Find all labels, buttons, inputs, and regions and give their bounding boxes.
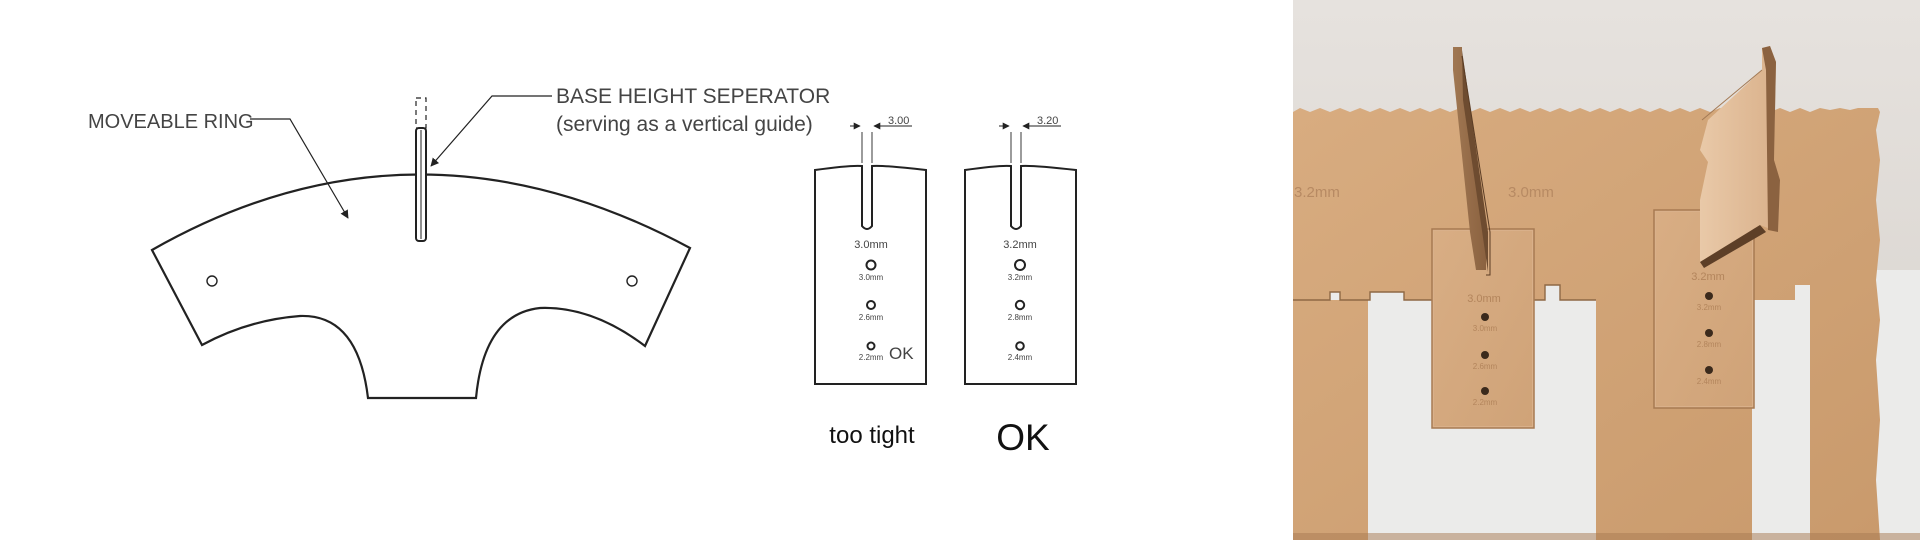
- gauge-left-hole-1: [865, 259, 877, 271]
- photo-right-piece-hole-1-label: 3.2mm: [1697, 303, 1722, 312]
- gauge-left-outline: [814, 164, 927, 385]
- photo-left-piece-hole-3-label: 2.2mm: [1473, 398, 1498, 407]
- moveable-ring-label: MOVEABLE RING: [88, 111, 254, 133]
- gauge-right-hole-1-label: 3.2mm: [1008, 273, 1033, 282]
- gauge-right-hole-2: [1014, 299, 1026, 311]
- photo-left-piece-slot-label: 3.0mm: [1467, 293, 1501, 305]
- gauge-left-hole-3-label: 2.2mm: [859, 353, 884, 362]
- gauge-right: 3.20 3.2mm 3.2mm 2.8mm 2.4mm OK: [964, 115, 1077, 458]
- moveable-ring-leader: [250, 118, 349, 219]
- gauge-left-hole-note: OK: [889, 344, 914, 363]
- photo-left-piece-hole-1-label: 3.0mm: [1473, 324, 1498, 333]
- gauge-left-caption: too tight: [829, 422, 915, 449]
- gauge-right-hole-3-label: 2.4mm: [1008, 353, 1033, 362]
- separator-title: BASE HEIGHT SEPERATOR: [556, 85, 830, 108]
- gauge-right-outline: [964, 164, 1077, 385]
- moveable-ring-drawing: MOVEABLE RING BASE HEIGHT SEPERATOR (ser…: [88, 85, 830, 400]
- moveable-ring-outline: [150, 173, 692, 400]
- gauge-right-dimension: 3.20: [1037, 115, 1058, 127]
- gauge-right-slot-label: 3.2mm: [1003, 239, 1037, 251]
- gauge-left-slot-label: 3.0mm: [854, 239, 888, 251]
- gauge-left-hole-2: [866, 300, 876, 310]
- base-height-separator: [415, 97, 427, 242]
- photo-right-piece-hole-2-label: 2.8mm: [1697, 340, 1722, 349]
- photo-left-separator-plate: [1453, 47, 1491, 276]
- ring-mount-hole-left: [206, 275, 218, 287]
- separator-subtitle: (serving as a vertical guide): [556, 113, 813, 136]
- ring-mount-hole-right: [626, 275, 638, 287]
- gauge-right-caption: OK: [996, 417, 1050, 458]
- gauge-right-hole-1: [1014, 259, 1026, 271]
- photo-board-mark-right: 3.0mm: [1508, 184, 1554, 201]
- photo-left-piece-hole-2-label: 2.6mm: [1473, 362, 1498, 371]
- photo-right-piece-hole-3-label: 2.4mm: [1697, 377, 1722, 386]
- photo-panel: 3.2mm 3.0mm 3.0mm 3.0mm 2.6mm 2.2mm 3.2m…: [1293, 0, 1920, 540]
- separator-leader: [430, 95, 552, 167]
- gauge-left-hole-2-label: 2.6mm: [859, 313, 884, 322]
- photo-right-separator-plate: [1700, 46, 1780, 268]
- gauge-left-hole-3: [866, 341, 876, 351]
- gauge-right-hole-3: [1015, 341, 1025, 351]
- gauge-left-hole-1-label: 3.0mm: [859, 273, 884, 282]
- gauge-left-dimension: 3.00: [888, 115, 909, 127]
- photo-board-mark-left: 3.2mm: [1294, 184, 1340, 201]
- gauge-left: 3.00 3.0mm 3.0mm 2.6mm 2.2mm OK too tigh…: [814, 115, 927, 449]
- gauge-right-hole-2-label: 2.8mm: [1008, 313, 1033, 322]
- photo-right-piece-slot-label: 3.2mm: [1691, 271, 1725, 283]
